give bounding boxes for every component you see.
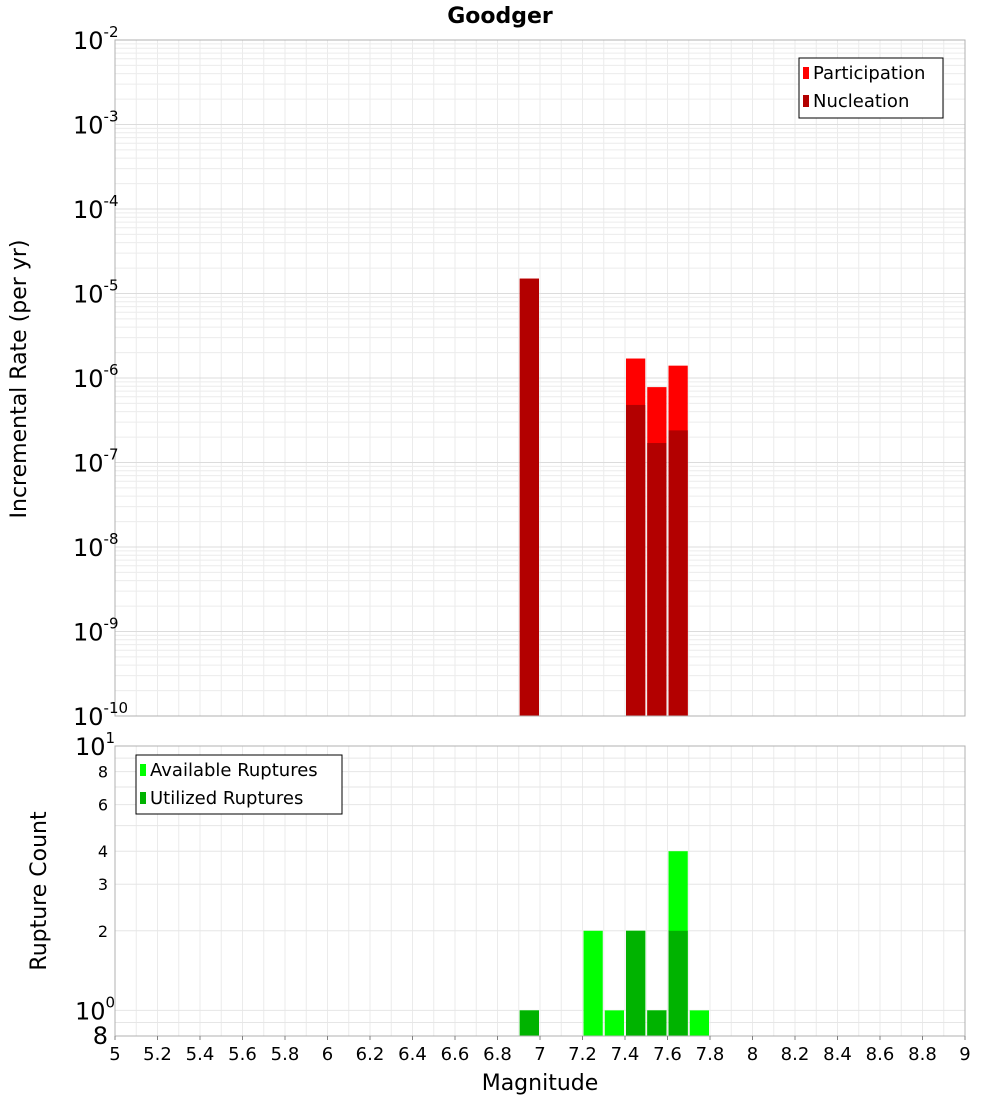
bottom-bars <box>519 851 709 1036</box>
x-tick-label: 8 <box>747 1044 758 1065</box>
top-y-tick-base: 10 <box>73 196 104 224</box>
top-y-tick-exp: -5 <box>104 277 119 295</box>
legend-label: Utilized Ruptures <box>150 788 303 809</box>
x-tick-label: 8.2 <box>781 1044 810 1065</box>
top-y-tick-exp: -7 <box>104 446 119 464</box>
top-y-tick-label: 10-5 <box>73 277 119 309</box>
top-y-axis-label: Incremental Rate (per yr) <box>7 240 32 519</box>
top-y-tick-label: 10-4 <box>73 192 119 224</box>
top-y-tick-exp: -6 <box>104 361 119 379</box>
top-bars <box>519 278 688 716</box>
top-y-tick-label: 10-6 <box>73 361 119 393</box>
x-tick-label: 5.6 <box>228 1044 257 1065</box>
top-y-tick-base: 10 <box>73 450 104 478</box>
top-legend-box <box>798 57 944 119</box>
x-tick-label: 6.6 <box>441 1044 470 1065</box>
bottom-y-tick-label: 101 <box>75 729 115 761</box>
nucleation-bar <box>626 404 646 716</box>
bottom-y-tick-base: 10 <box>75 997 106 1025</box>
top-plot-frame <box>114 39 966 717</box>
bottom-y-tick-base: 10 <box>75 733 106 761</box>
legend-swatch <box>803 67 809 79</box>
top-y-tick-base: 10 <box>73 703 104 731</box>
top-y-tick-base: 10 <box>73 112 104 140</box>
bottom-y-tick-exp: 0 <box>106 993 116 1011</box>
bottom-y-tick-exp: 1 <box>106 729 116 747</box>
bottom-y-minor-tick-label: 8 <box>93 1022 108 1050</box>
x-tick-label: 9 <box>959 1044 970 1065</box>
chart-title: Goodger <box>447 4 553 29</box>
x-ticks: 5 5.2 5.4 5.6 5.8 6 6.2 6.4 6.6 6.8 7 7.2 7.4 7.6 7.8 8… <box>109 1036 971 1065</box>
top-y-tick-base: 10 <box>73 281 104 309</box>
x-tick-label: 8.8 <box>908 1044 937 1065</box>
utilized-ruptures-bar <box>647 1010 667 1036</box>
top-y-tick-label: 10-3 <box>73 108 119 140</box>
x-tick-label: 5.8 <box>271 1044 300 1065</box>
x-tick-label: 8.4 <box>823 1044 852 1065</box>
top-chart: Goodger 10-210-310-410-510-610-710-810-9… <box>7 4 966 731</box>
legend-label: Participation <box>813 63 925 84</box>
bottom-y-axis-label: Rupture Count <box>27 811 52 971</box>
top-y-tick-exp: -9 <box>104 615 119 633</box>
nucleation-bar <box>668 430 688 716</box>
top-y-tick-exp: -2 <box>104 23 119 41</box>
legend-swatch <box>140 764 146 776</box>
x-axis-label: Magnitude <box>482 1071 599 1096</box>
top-y-tick-exp: -4 <box>104 192 119 210</box>
x-tick-label: 5 <box>109 1044 120 1065</box>
utilized-ruptures-bar <box>626 930 646 1036</box>
top-y-tick-base: 10 <box>73 534 104 562</box>
x-tick-label: 7.4 <box>611 1044 640 1065</box>
x-tick-label: 7.8 <box>696 1044 725 1065</box>
nucleation-bar <box>519 278 539 716</box>
top-y-tick-label: 10-7 <box>73 446 119 478</box>
x-tick-label: 6.8 <box>483 1044 512 1065</box>
legend-swatch <box>803 95 809 107</box>
x-tick-label: 6 <box>322 1044 333 1065</box>
nucleation-bar <box>647 443 667 716</box>
utilized-ruptures-bar <box>519 1010 539 1036</box>
bottom-y-minor-tick-label: 2 <box>98 922 108 941</box>
legend-label: Nucleation <box>813 91 909 112</box>
top-legend: Participation Nucleation <box>798 57 944 119</box>
top-y-tick-label: 10-10 <box>73 699 128 731</box>
available-ruptures-bar <box>583 930 603 1036</box>
x-tick-label: 5.2 <box>143 1044 172 1065</box>
top-y-ticks: 10-210-310-410-510-610-710-810-910-10 <box>73 23 128 731</box>
x-tick-label: 7.6 <box>653 1044 682 1065</box>
top-y-tick-label: 10-2 <box>73 23 119 55</box>
bottom-legend-box <box>135 754 343 815</box>
x-tick-label: 6.4 <box>398 1044 427 1065</box>
top-y-tick-exp: -3 <box>104 108 119 126</box>
top-y-tick-base: 10 <box>73 619 104 647</box>
utilized-ruptures-bar <box>668 930 688 1036</box>
legend-swatch <box>140 792 146 804</box>
legend-label: Available Ruptures <box>150 760 318 781</box>
bottom-y-minor-tick-label: 8 <box>98 763 108 782</box>
x-tick-label: 8.6 <box>866 1044 895 1065</box>
available-ruptures-bar <box>604 1010 624 1036</box>
available-ruptures-bar <box>689 1010 709 1036</box>
top-y-tick-exp: -10 <box>104 699 129 717</box>
bottom-y-tick-label: 100 <box>75 993 115 1025</box>
top-y-tick-base: 10 <box>73 27 104 55</box>
top-y-tick-label: 10-9 <box>73 615 119 647</box>
top-grid <box>114 40 966 717</box>
x-tick-label: 7 <box>534 1044 545 1065</box>
bottom-y-minor-tick-label: 3 <box>98 875 108 894</box>
x-tick-label: 5.4 <box>186 1044 215 1065</box>
top-y-tick-label: 10-8 <box>73 530 119 562</box>
x-tick-label: 6.2 <box>356 1044 385 1065</box>
bottom-legend: Available Ruptures Utilized Ruptures <box>135 754 343 815</box>
bottom-y-minor-tick-label: 6 <box>98 796 108 815</box>
top-y-tick-base: 10 <box>73 365 104 393</box>
x-tick-label: 7.2 <box>568 1044 597 1065</box>
bottom-y-minor-tick-label: 4 <box>98 842 108 861</box>
top-y-tick-exp: -8 <box>104 530 119 548</box>
